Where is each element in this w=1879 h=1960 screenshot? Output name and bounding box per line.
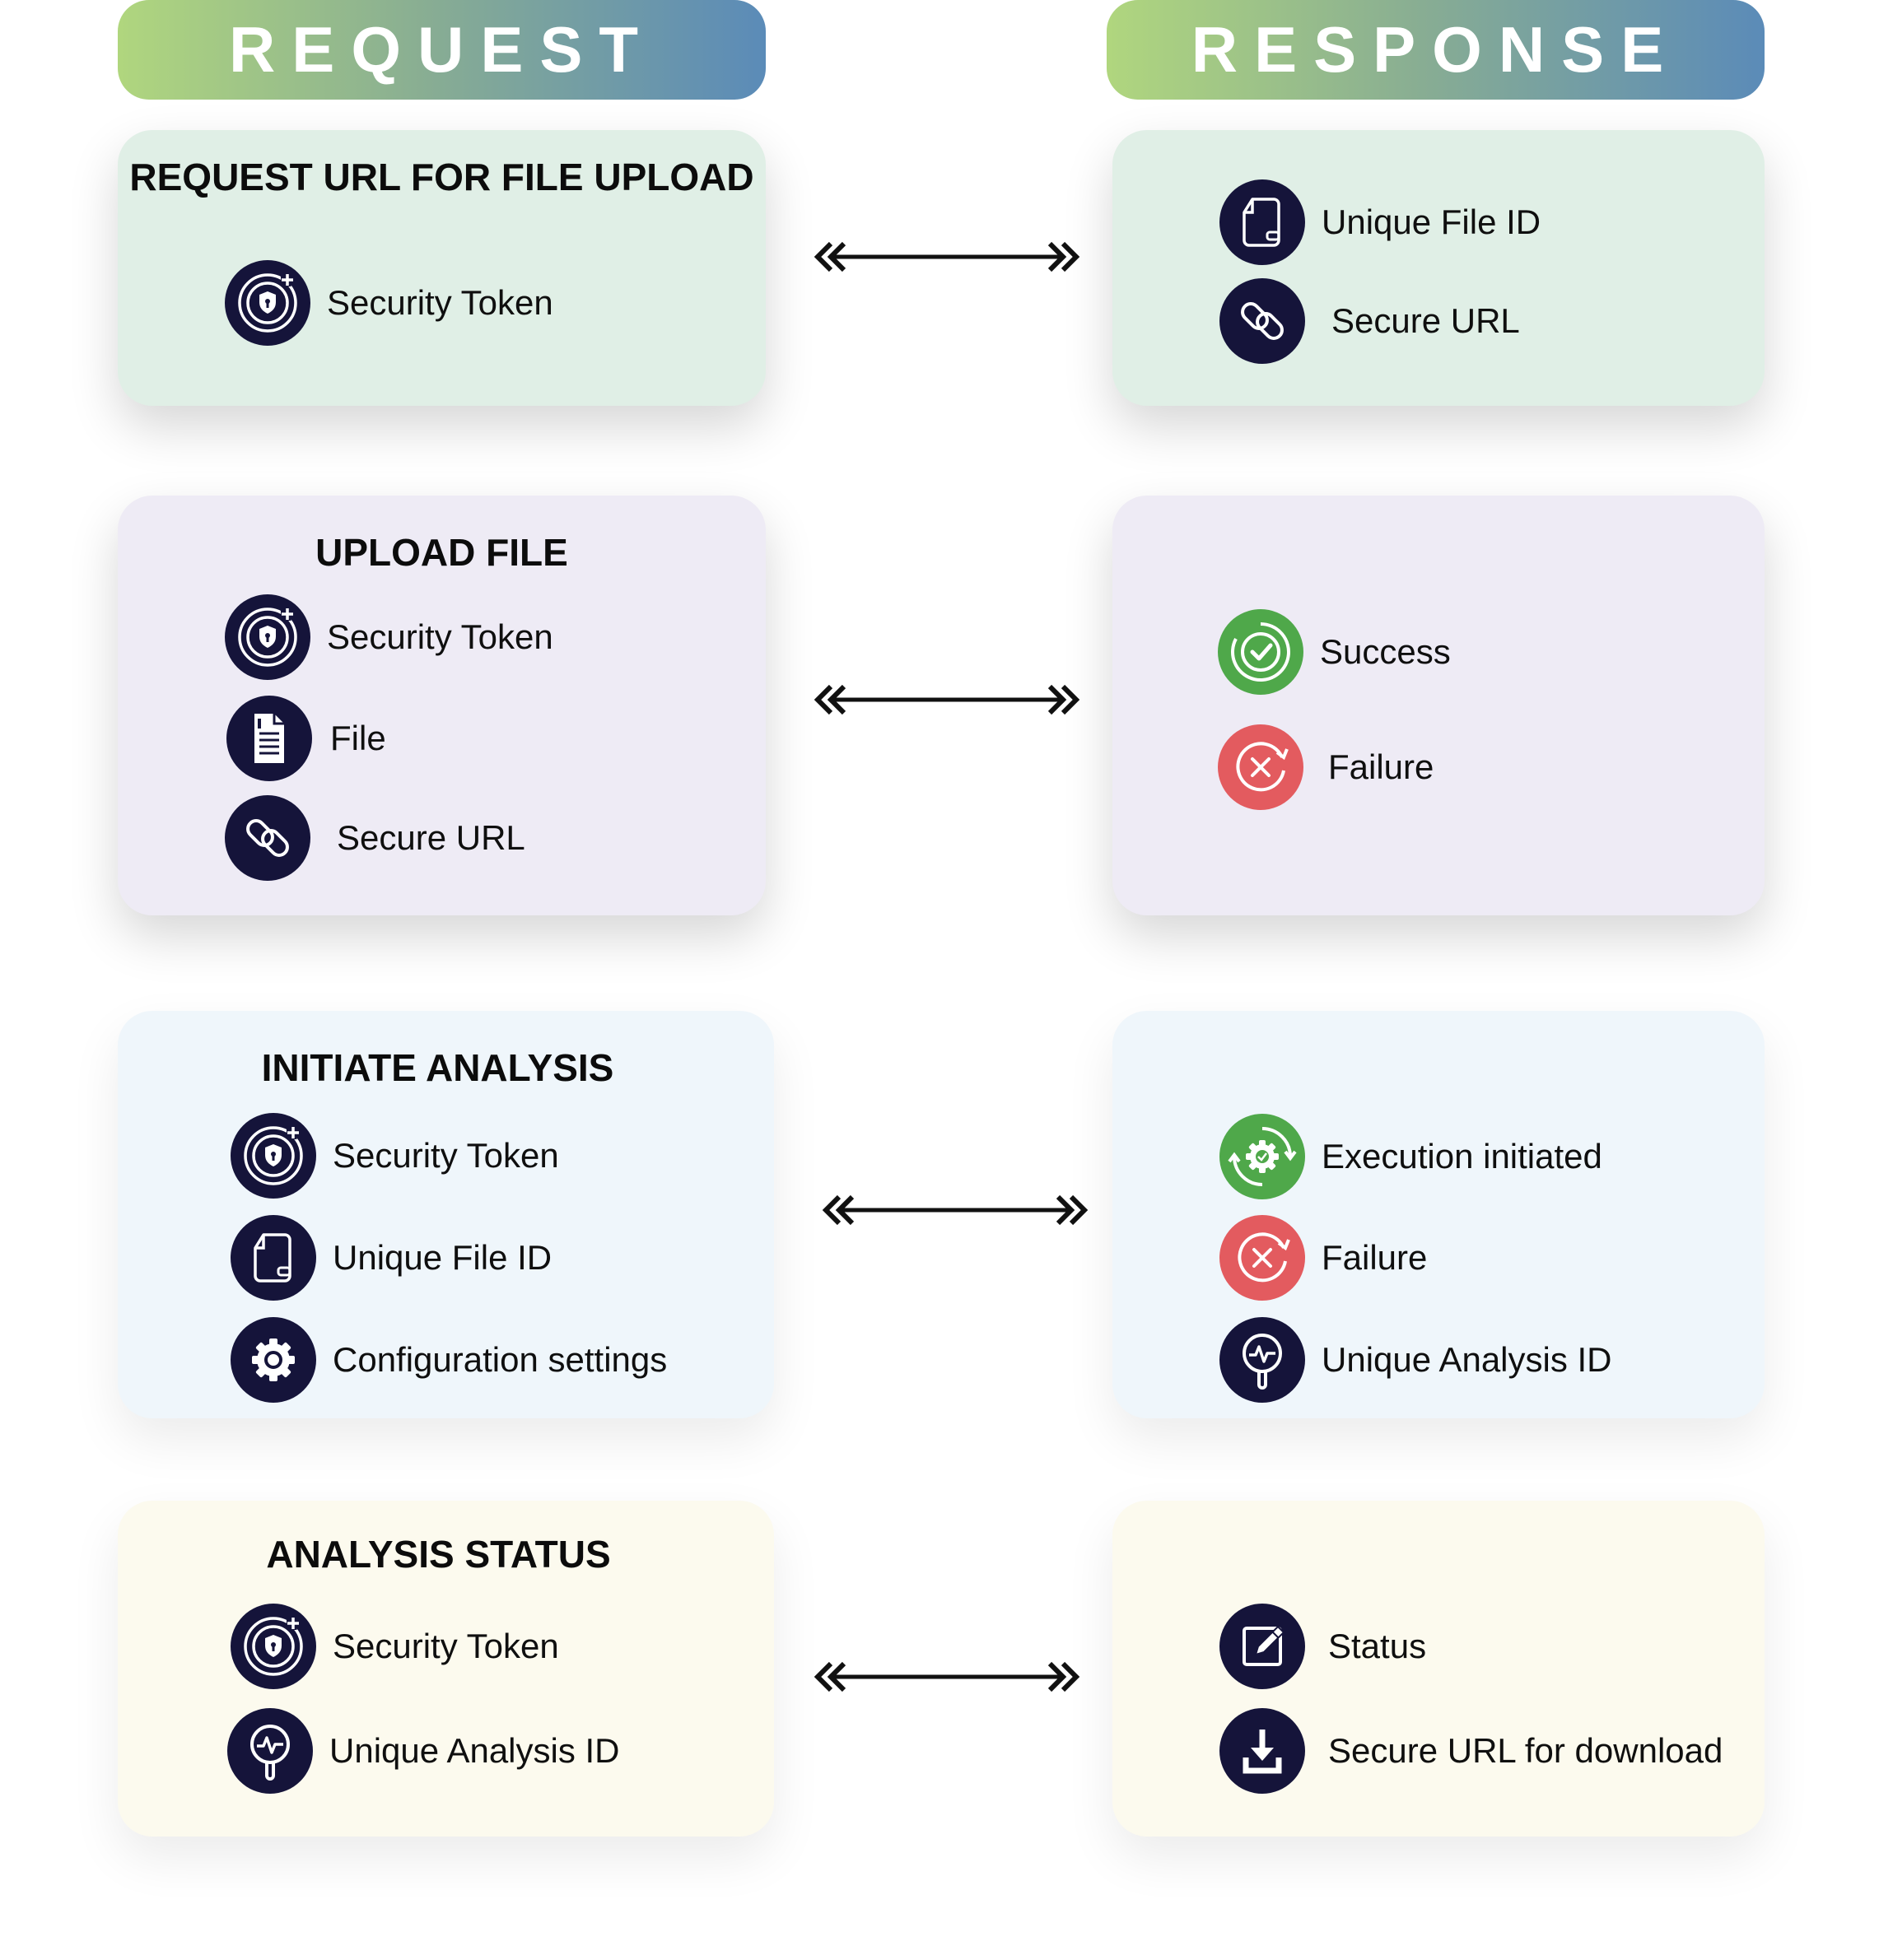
panel-title: REQUEST URL FOR FILE UPLOAD <box>129 156 754 198</box>
response-panel-url-for-upload: Unique File ID Secure URL <box>1112 130 1765 406</box>
download-icon <box>1219 1708 1305 1794</box>
item-label: Success <box>1320 632 1451 671</box>
list-item: Secure URL for download <box>1219 1708 1723 1794</box>
item-label: Secure URL for download <box>1328 1731 1723 1770</box>
analysis-id-icon <box>1219 1317 1305 1403</box>
request-header: REQUEST <box>118 0 766 100</box>
response-header: RESPONSE <box>1107 0 1765 100</box>
security-token-icon <box>231 1604 316 1689</box>
bidirectional-arrow-icon <box>814 241 1080 272</box>
bidirectional-arrow-icon <box>814 1661 1080 1692</box>
file-id-icon <box>1219 179 1305 265</box>
bidirectional-arrow-icon <box>822 1194 1089 1226</box>
gear-icon <box>231 1317 316 1403</box>
list-item: Execution initiated <box>1219 1114 1602 1199</box>
item-label: Unique File ID <box>1322 203 1541 241</box>
item-label: Secure URL <box>1331 301 1520 340</box>
item-label: Configuration settings <box>333 1340 668 1379</box>
list-item: File <box>226 696 386 781</box>
list-item: Configuration settings <box>231 1317 667 1403</box>
panel-title: INITIATE ANALYSIS <box>261 1046 614 1089</box>
request-panel-upload-file: UPLOAD FILE Security Token File Secure U… <box>118 496 766 915</box>
item-label: Failure <box>1322 1238 1428 1277</box>
list-item: Security Token <box>225 260 553 346</box>
panel-title: UPLOAD FILE <box>315 531 568 574</box>
item-label: Unique File ID <box>333 1238 553 1277</box>
success-check-icon <box>1218 609 1303 695</box>
list-item: Status <box>1219 1604 1426 1689</box>
list-item: Secure URL <box>1219 278 1520 364</box>
item-label: Security Token <box>327 617 553 656</box>
item-label: Security Token <box>333 1136 559 1175</box>
list-item: Failure <box>1219 1215 1427 1301</box>
list-item: Success <box>1218 609 1451 695</box>
list-item: Failure <box>1218 724 1434 810</box>
response-panel-upload-file: Success Failure <box>1112 496 1765 915</box>
item-label: Unique Analysis ID <box>1322 1340 1612 1379</box>
document-icon <box>226 696 312 781</box>
security-token-icon <box>225 594 310 680</box>
security-token-icon <box>225 260 310 346</box>
list-item: Security Token <box>231 1604 559 1689</box>
item-label: Security Token <box>333 1627 559 1665</box>
failure-x-icon <box>1219 1215 1305 1301</box>
link-icon <box>1219 278 1305 364</box>
item-label: Unique Analysis ID <box>329 1731 620 1770</box>
list-item: Security Token <box>231 1113 559 1199</box>
edit-pencil-icon <box>1219 1604 1305 1689</box>
list-item: Security Token <box>225 594 553 680</box>
item-label: Execution initiated <box>1322 1137 1602 1176</box>
panel-title: ANALYSIS STATUS <box>266 1533 611 1576</box>
bidirectional-arrow-icon <box>814 684 1080 715</box>
response-panel-analysis-status: Status Secure URL for download <box>1112 1501 1765 1837</box>
item-label: Status <box>1328 1627 1427 1665</box>
link-icon <box>225 795 310 881</box>
file-id-icon <box>231 1215 316 1301</box>
list-item: Unique Analysis ID <box>227 1708 620 1794</box>
request-panel-initiate-analysis: INITIATE ANALYSIS Security Token Unique … <box>118 1011 774 1418</box>
execution-gear-icon <box>1219 1114 1305 1199</box>
item-label: File <box>330 719 386 757</box>
request-panel-url-for-upload: REQUEST URL FOR FILE UPLOAD Security Tok… <box>118 130 766 406</box>
request-panel-analysis-status: ANALYSIS STATUS Security Token Unique An… <box>118 1501 774 1837</box>
analysis-id-icon <box>227 1708 313 1794</box>
item-label: Security Token <box>327 283 553 322</box>
failure-x-icon <box>1218 724 1303 810</box>
list-item: Unique Analysis ID <box>1219 1317 1612 1403</box>
response-panel-initiate-analysis: Execution initiated Failure Unique Analy… <box>1112 1011 1765 1418</box>
item-label: Failure <box>1328 747 1434 786</box>
list-item: Unique File ID <box>1219 179 1541 265</box>
list-item: Unique File ID <box>231 1215 552 1301</box>
item-label: Secure URL <box>337 818 525 857</box>
security-token-icon <box>231 1113 316 1199</box>
list-item: Secure URL <box>225 795 525 881</box>
